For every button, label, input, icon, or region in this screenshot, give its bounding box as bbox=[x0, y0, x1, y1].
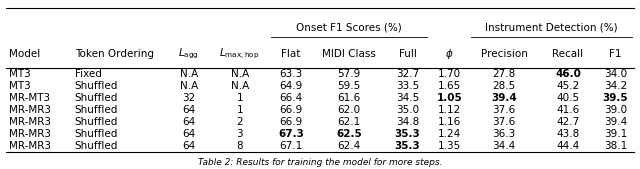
Text: 35.3: 35.3 bbox=[395, 129, 420, 139]
Text: 39.4: 39.4 bbox=[492, 93, 517, 103]
Text: MR-MR3: MR-MR3 bbox=[9, 117, 51, 127]
Text: 1.24: 1.24 bbox=[438, 129, 461, 139]
Text: 34.2: 34.2 bbox=[604, 81, 627, 91]
Text: Fixed: Fixed bbox=[75, 69, 102, 79]
Text: MT3: MT3 bbox=[9, 81, 31, 91]
Text: $L_{\mathrm{max,hop}}$: $L_{\mathrm{max,hop}}$ bbox=[220, 47, 260, 61]
Text: 1.65: 1.65 bbox=[438, 81, 461, 91]
Text: 35.3: 35.3 bbox=[395, 141, 420, 151]
Text: 2: 2 bbox=[236, 117, 243, 127]
Text: 57.9: 57.9 bbox=[337, 69, 361, 79]
Text: 67.1: 67.1 bbox=[279, 141, 303, 151]
Text: N.A: N.A bbox=[230, 81, 249, 91]
Text: 41.6: 41.6 bbox=[556, 105, 580, 115]
Text: 66.9: 66.9 bbox=[279, 105, 303, 115]
Text: 32: 32 bbox=[182, 93, 195, 103]
Text: 8: 8 bbox=[236, 141, 243, 151]
Text: 39.1: 39.1 bbox=[604, 129, 627, 139]
Text: Flat: Flat bbox=[281, 49, 301, 59]
Text: MR-MR3: MR-MR3 bbox=[9, 141, 51, 151]
Text: 1.12: 1.12 bbox=[438, 105, 461, 115]
Text: 32.7: 32.7 bbox=[396, 69, 419, 79]
Text: Instrument Detection (%): Instrument Detection (%) bbox=[485, 22, 618, 32]
Text: 37.6: 37.6 bbox=[493, 105, 516, 115]
Text: 63.3: 63.3 bbox=[279, 69, 303, 79]
Text: 34.4: 34.4 bbox=[493, 141, 516, 151]
Text: Shuffled: Shuffled bbox=[75, 81, 118, 91]
Text: 64: 64 bbox=[182, 141, 195, 151]
Text: MR-MT3: MR-MT3 bbox=[9, 93, 50, 103]
Text: Shuffled: Shuffled bbox=[75, 129, 118, 139]
Text: 34.5: 34.5 bbox=[396, 93, 419, 103]
Text: 44.4: 44.4 bbox=[556, 141, 580, 151]
Text: $\phi$: $\phi$ bbox=[445, 47, 454, 61]
Text: 3: 3 bbox=[236, 129, 243, 139]
Text: 62.4: 62.4 bbox=[337, 141, 361, 151]
Text: 1: 1 bbox=[236, 93, 243, 103]
Text: Onset F1 Scores (%): Onset F1 Scores (%) bbox=[296, 22, 402, 32]
Text: MR-MR3: MR-MR3 bbox=[9, 129, 51, 139]
Text: 37.6: 37.6 bbox=[493, 117, 516, 127]
Text: 62.0: 62.0 bbox=[338, 105, 361, 115]
Text: 64: 64 bbox=[182, 129, 195, 139]
Text: 1.16: 1.16 bbox=[438, 117, 461, 127]
Text: 36.3: 36.3 bbox=[493, 129, 516, 139]
Text: 59.5: 59.5 bbox=[337, 81, 361, 91]
Text: F1: F1 bbox=[609, 49, 621, 59]
Text: Precision: Precision bbox=[481, 49, 527, 59]
Text: Shuffled: Shuffled bbox=[75, 105, 118, 115]
Text: N.A: N.A bbox=[230, 69, 249, 79]
Text: MT3: MT3 bbox=[9, 69, 31, 79]
Text: Model: Model bbox=[9, 49, 40, 59]
Text: $L_{\mathrm{agg}}$: $L_{\mathrm{agg}}$ bbox=[179, 47, 199, 61]
Text: 62.1: 62.1 bbox=[337, 117, 361, 127]
Text: Shuffled: Shuffled bbox=[75, 141, 118, 151]
Text: 28.5: 28.5 bbox=[493, 81, 516, 91]
Text: 39.5: 39.5 bbox=[602, 93, 628, 103]
Text: 38.1: 38.1 bbox=[604, 141, 627, 151]
Text: 66.4: 66.4 bbox=[279, 93, 303, 103]
Text: 39.4: 39.4 bbox=[604, 117, 627, 127]
Text: Shuffled: Shuffled bbox=[75, 117, 118, 127]
Text: Recall: Recall bbox=[552, 49, 584, 59]
Text: 64: 64 bbox=[182, 105, 195, 115]
Text: Shuffled: Shuffled bbox=[75, 93, 118, 103]
Text: Table 2: Results for training the model for more steps.: Table 2: Results for training the model … bbox=[198, 158, 442, 167]
Text: Full: Full bbox=[399, 49, 417, 59]
Text: 34.0: 34.0 bbox=[604, 69, 627, 79]
Text: 34.8: 34.8 bbox=[396, 117, 419, 127]
Text: 64: 64 bbox=[182, 117, 195, 127]
Text: 67.3: 67.3 bbox=[278, 129, 304, 139]
Text: MIDI Class: MIDI Class bbox=[322, 49, 376, 59]
Text: 33.5: 33.5 bbox=[396, 81, 419, 91]
Text: 62.5: 62.5 bbox=[336, 129, 362, 139]
Text: 46.0: 46.0 bbox=[555, 69, 581, 79]
Text: MR-MR3: MR-MR3 bbox=[9, 105, 51, 115]
Text: 66.9: 66.9 bbox=[279, 117, 303, 127]
Text: 1.35: 1.35 bbox=[438, 141, 461, 151]
Text: 45.2: 45.2 bbox=[556, 81, 580, 91]
Text: 39.0: 39.0 bbox=[604, 105, 627, 115]
Text: 27.8: 27.8 bbox=[493, 69, 516, 79]
Text: Token Ordering: Token Ordering bbox=[75, 49, 154, 59]
Text: 42.7: 42.7 bbox=[556, 117, 580, 127]
Text: 1: 1 bbox=[236, 105, 243, 115]
Text: N.A: N.A bbox=[180, 81, 198, 91]
Text: 64.9: 64.9 bbox=[279, 81, 303, 91]
Text: 1.05: 1.05 bbox=[436, 93, 462, 103]
Text: N.A: N.A bbox=[180, 69, 198, 79]
Text: 35.0: 35.0 bbox=[396, 105, 419, 115]
Text: 40.5: 40.5 bbox=[556, 93, 580, 103]
Text: 61.6: 61.6 bbox=[337, 93, 361, 103]
Text: 43.8: 43.8 bbox=[556, 129, 580, 139]
Text: 1.70: 1.70 bbox=[438, 69, 461, 79]
